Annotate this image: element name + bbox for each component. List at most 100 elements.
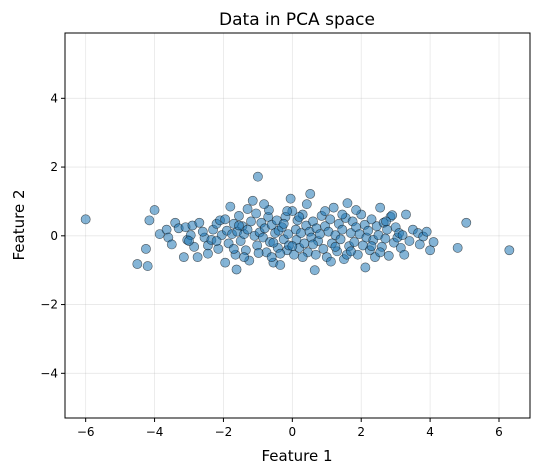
data-point	[220, 214, 231, 225]
data-point	[80, 214, 91, 225]
data-point	[239, 252, 250, 263]
x-axis-label: Feature 1	[262, 447, 333, 465]
data-point	[351, 205, 361, 215]
data-point	[310, 249, 321, 260]
data-point	[252, 171, 263, 182]
y-axis-label: Feature 2	[10, 190, 28, 261]
x-tick-label: −4	[146, 425, 164, 439]
data-point	[234, 220, 244, 231]
data-point	[258, 232, 268, 243]
data-point	[318, 243, 329, 254]
y-tick-label: −2	[40, 298, 58, 312]
data-point	[142, 261, 153, 271]
data-point	[194, 217, 205, 228]
data-point	[242, 204, 253, 214]
y-tick-label: 0	[50, 229, 58, 243]
data-point	[287, 241, 298, 252]
data-point	[259, 199, 269, 210]
data-point	[375, 202, 386, 213]
data-point	[154, 229, 165, 239]
data-point	[399, 249, 410, 260]
x-tick-label: −2	[215, 425, 233, 439]
data-point	[184, 236, 194, 246]
data-point	[320, 206, 330, 216]
data-point	[278, 218, 289, 229]
data-point	[380, 233, 391, 244]
data-point	[275, 260, 286, 270]
data-point	[425, 245, 436, 256]
data-point	[421, 226, 432, 237]
data-point	[366, 214, 377, 225]
data-point	[285, 193, 296, 204]
data-point	[268, 237, 279, 248]
data-point	[149, 205, 160, 215]
data-point	[383, 250, 394, 261]
data-point	[282, 206, 293, 216]
data-point	[305, 188, 316, 199]
data-point	[504, 245, 515, 256]
x-tick-label: 2	[357, 425, 365, 439]
data-point	[203, 248, 213, 259]
data-point	[309, 265, 320, 276]
data-point	[242, 224, 253, 235]
data-point	[275, 248, 286, 259]
data-point	[231, 264, 242, 275]
data-point	[363, 225, 374, 236]
chart-title: Data in PCA space	[219, 10, 375, 30]
x-tick-label: 6	[495, 425, 503, 439]
data-point	[132, 259, 143, 269]
data-point	[337, 209, 348, 220]
x-tick-label: 4	[426, 425, 434, 439]
data-point	[228, 243, 239, 254]
data-point	[428, 237, 439, 247]
data-point	[213, 243, 224, 254]
y-tick-label: −4	[40, 366, 58, 380]
data-point	[337, 224, 348, 235]
x-tick-label: −6	[77, 425, 95, 439]
data-point	[345, 246, 356, 257]
data-point	[401, 209, 411, 220]
data-point	[192, 252, 203, 263]
data-point	[234, 210, 244, 221]
data-point	[404, 236, 415, 246]
data-point	[349, 237, 360, 247]
data-point	[325, 214, 336, 225]
data-point	[375, 247, 386, 258]
data-point	[253, 248, 264, 258]
x-tick-label: 0	[289, 425, 297, 439]
plot-frame	[64, 32, 531, 419]
data-point	[246, 216, 256, 227]
data-point	[178, 252, 189, 263]
data-point	[381, 216, 391, 227]
data-point	[220, 257, 231, 268]
data-point	[211, 236, 222, 246]
data-point	[251, 208, 262, 219]
data-point	[197, 226, 208, 237]
data-point	[330, 241, 341, 252]
data-point	[461, 217, 472, 228]
data-point	[144, 215, 155, 226]
data-point	[452, 242, 463, 253]
data-point	[366, 241, 377, 252]
y-tick-label: 2	[50, 160, 58, 174]
data-point	[301, 199, 312, 210]
data-point	[294, 212, 305, 222]
points-layer	[80, 171, 515, 276]
data-point	[247, 195, 258, 206]
data-point	[266, 252, 277, 263]
data-point	[382, 224, 392, 235]
ticks-layer: −6 −4 −2 0 2 4 6 −4 −2 0 2 4	[40, 91, 503, 439]
data-point	[314, 229, 325, 239]
data-point	[141, 243, 151, 254]
data-point	[225, 201, 236, 212]
y-tick-label: 4	[50, 91, 58, 105]
data-point	[283, 229, 294, 239]
data-point	[397, 230, 408, 241]
data-point	[414, 239, 425, 250]
data-point	[360, 262, 371, 273]
data-point	[387, 210, 398, 221]
data-point	[161, 224, 172, 235]
data-point	[335, 234, 346, 245]
